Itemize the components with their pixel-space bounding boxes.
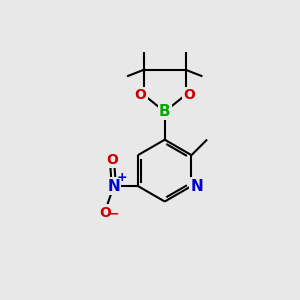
Text: N: N: [190, 178, 203, 194]
Text: O: O: [99, 206, 111, 220]
Text: +: +: [117, 171, 128, 184]
Text: O: O: [135, 88, 146, 102]
Text: B: B: [159, 104, 170, 119]
Text: −: −: [109, 207, 119, 220]
Text: O: O: [106, 153, 118, 166]
Text: N: N: [107, 178, 120, 194]
Text: O: O: [183, 88, 195, 102]
